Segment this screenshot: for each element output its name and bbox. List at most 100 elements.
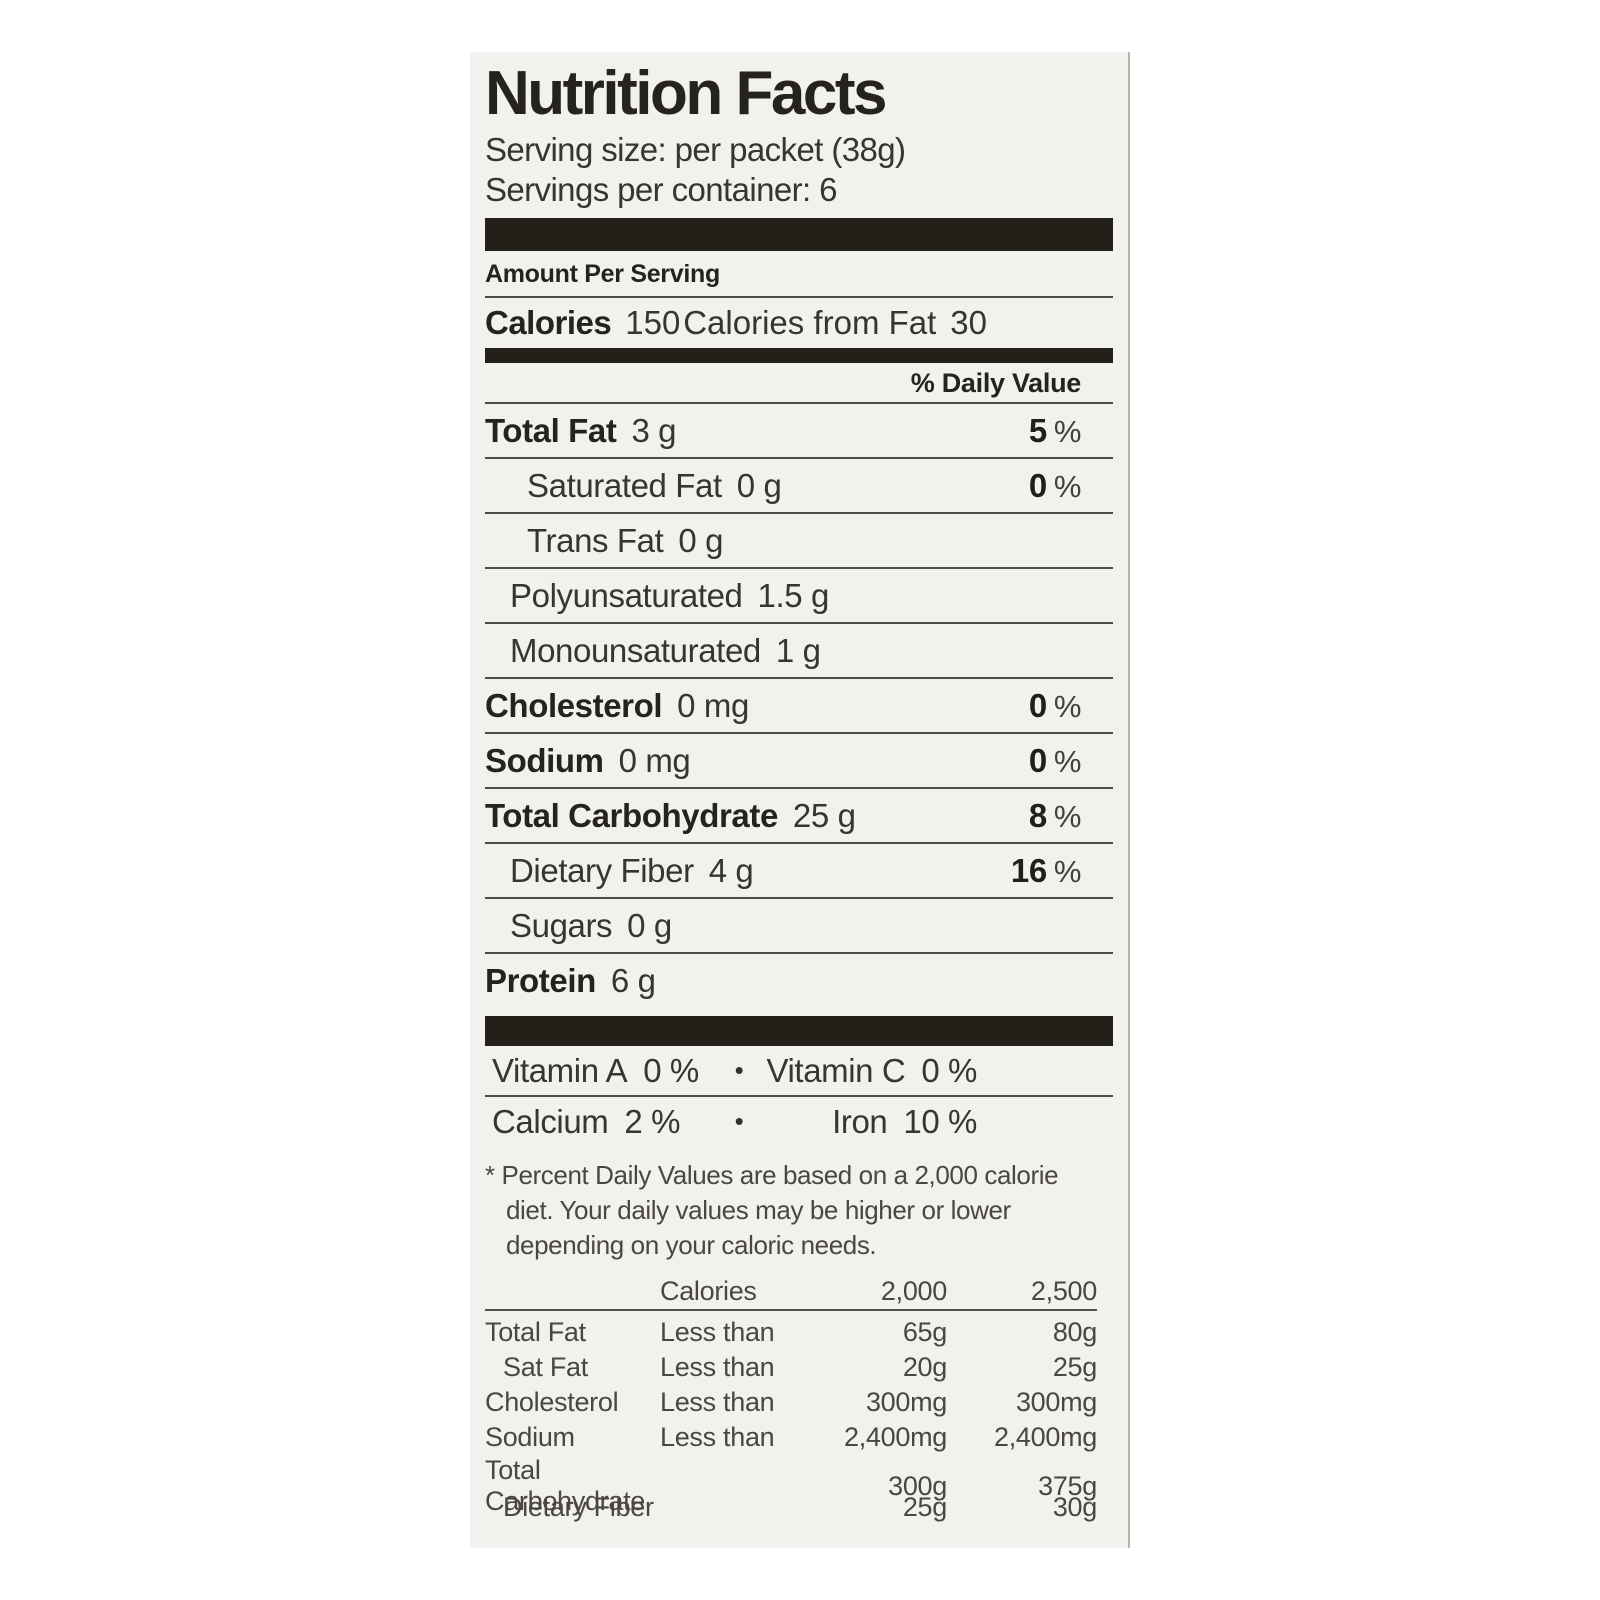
nutrient-amount: 0 mg [618, 741, 691, 779]
nutrition-facts-label: Nutrition Facts Serving size: per packet… [470, 52, 1130, 1548]
nutrient-row: Cholesterol 0 mg 0% [485, 679, 1113, 734]
nutrient-rows-section: Total Fat 3 g 5% Saturated Fat 0 g 0% Trans Fa… [485, 404, 1113, 1007]
micronutrient-value: 0 % [643, 1051, 699, 1089]
micronutrient-left: Calcium 2 % [485, 1103, 725, 1141]
micronutrient-value: 10 % [903, 1102, 977, 1140]
reference-table-row: Sodium Less than 2,400mg 2,400mg [485, 1420, 1097, 1455]
nutrient-name: Monounsaturated [510, 631, 761, 669]
daily-value-cell: 0% [1029, 742, 1113, 780]
divider-bar-top [485, 218, 1113, 251]
daily-value-cell: 0% [1029, 467, 1113, 505]
reference-cell: 300mg [865, 1387, 947, 1417]
nutrient-name: Dietary Fiber [510, 851, 694, 889]
nutrient-amount: 0 g [678, 521, 724, 559]
reference-values-table: Calories 2,000 2,500 Total Fat Less than 65g 8… [485, 1273, 1097, 1525]
calories-from-fat-value: 30 [950, 304, 987, 341]
nutrient-row: Polyunsaturated 1.5 g [485, 569, 1113, 624]
reference-table-row: Dietary Fiber 25g 30g [485, 1490, 1097, 1525]
reference-cell: Sodium [485, 1422, 575, 1452]
daily-value-cell: 8% [1029, 797, 1113, 835]
nutrient-name: Protein [485, 961, 596, 999]
micronutrient-row: Vitamin A 0 % • Vitamin C 0 % [485, 1046, 1113, 1097]
reference-cell: Less than [660, 1422, 775, 1452]
reference-cell: 20g [902, 1352, 947, 1382]
bullet-separator: • [734, 1055, 744, 1085]
micronutrient-right: Iron 10 % [832, 1103, 1113, 1141]
reference-cell: 30g [1052, 1492, 1097, 1522]
reference-table-row: Sat Fat Less than 20g 25g [485, 1350, 1097, 1385]
reference-cell: Total Fat [485, 1317, 586, 1347]
nutrient-amount: 4 g [708, 851, 754, 889]
daily-value-cell: 16% [1011, 852, 1113, 890]
micronutrient-left: Vitamin A 0 % [485, 1052, 725, 1090]
nutrient-row: Dietary Fiber 4 g 16% [485, 844, 1113, 899]
micronutrient-value: 0 % [921, 1051, 977, 1089]
percent-sign: % [1053, 798, 1082, 834]
nutrient-row: Total Fat 3 g 5% [485, 404, 1113, 459]
reference-table-row: Total Carbohydrate 300g 375g [485, 1455, 1097, 1516]
footnote-line: diet. Your daily values may be higher or… [506, 1195, 1011, 1225]
reference-cell: 25g [1052, 1352, 1097, 1382]
daily-value-number: 0 [1028, 466, 1047, 504]
percent-sign: % [1053, 468, 1082, 504]
reference-cell: 300mg [1015, 1387, 1097, 1417]
nutrient-row: Protein 6 g [485, 954, 1113, 1007]
micronutrient-right: Vitamin C 0 % [766, 1052, 1113, 1090]
reference-cell: 25g [902, 1492, 947, 1522]
reference-cell: 375g [1038, 1470, 1097, 1501]
reference-cell: 2,400mg [994, 1422, 1097, 1452]
micronutrient-name: Calcium [492, 1102, 609, 1140]
reference-cell: 65g [902, 1317, 947, 1347]
percent-sign: % [1053, 853, 1082, 889]
reference-table-row: Total Fat Less than 65g 80g [485, 1315, 1097, 1350]
nutrient-name: Total Fat [485, 411, 617, 449]
calories-from-fat: Calories from Fat 30 [683, 304, 987, 342]
reference-cell: 2,400mg [844, 1422, 947, 1452]
reference-cell: Less than [660, 1317, 775, 1347]
servings-per-container-line: Servings per container: 6 [485, 171, 837, 208]
serving-size-line: Serving size: per packet (38g) [485, 131, 906, 168]
reference-cell: Less than [660, 1352, 775, 1382]
nutrient-name: Saturated Fat [527, 466, 722, 504]
reference-header-cell: 2,500 [1030, 1275, 1097, 1306]
daily-value-number: 16 [1010, 851, 1047, 889]
nutrient-amount: 1 g [775, 631, 821, 669]
nutrient-name: Polyunsaturated [510, 576, 743, 614]
nutrient-amount: 0 g [736, 466, 782, 504]
footnote-line: depending on your caloric needs. [506, 1230, 877, 1260]
daily-value-header: % Daily Value [485, 363, 1113, 404]
micronutrient-name: Iron [832, 1102, 888, 1140]
nutrient-amount: 3 g [631, 411, 677, 449]
calories-value: 150 [625, 304, 681, 341]
footnote-line: * Percent Daily Values are based on a 2,… [485, 1160, 1059, 1190]
micronutrient-row: Calcium 2 % • Iron 10 % [485, 1097, 1113, 1146]
nutrient-amount: 6 g [610, 961, 656, 999]
daily-values-footnote: * Percent Daily Values are based on a 2,… [485, 1158, 1113, 1263]
daily-value-cell: 5% [1029, 412, 1113, 450]
nutrient-row: Sugars 0 g [485, 899, 1113, 954]
bullet-separator: • [734, 1106, 744, 1136]
nutrient-row: Total Carbohydrate 25 g 8% [485, 789, 1113, 844]
daily-value-number: 0 [1028, 741, 1047, 779]
nutrient-row: Sodium 0 mg 0% [485, 734, 1113, 789]
divider-bar-calories [485, 348, 1113, 363]
reference-cell: Total Carbohydrate [485, 1455, 645, 1516]
nutrient-amount: 0 g [627, 906, 672, 944]
calories-label: Calories [485, 304, 612, 341]
reference-cell: Dietary Fiber [503, 1492, 654, 1522]
label-title: Nutrition Facts [485, 59, 887, 128]
daily-value-cell: 0% [1029, 687, 1113, 725]
daily-value-number: 8 [1028, 796, 1047, 834]
daily-value-number: 5 [1028, 411, 1047, 449]
micronutrient-name: Vitamin C [766, 1051, 906, 1089]
reference-table-row: Cholesterol Less than 300mg 300mg [485, 1385, 1097, 1420]
calories-row: Calories 150 Calories from Fat 30 [485, 298, 1113, 348]
divider-bar-protein [485, 1016, 1113, 1046]
nutrient-name: Sodium [485, 741, 604, 779]
nutrient-amount: 0 mg [677, 686, 749, 724]
reference-header-cell: 2,000 [880, 1275, 947, 1306]
reference-cell: Sat Fat [503, 1352, 588, 1382]
percent-sign: % [1053, 743, 1082, 779]
percent-sign: % [1053, 413, 1082, 449]
